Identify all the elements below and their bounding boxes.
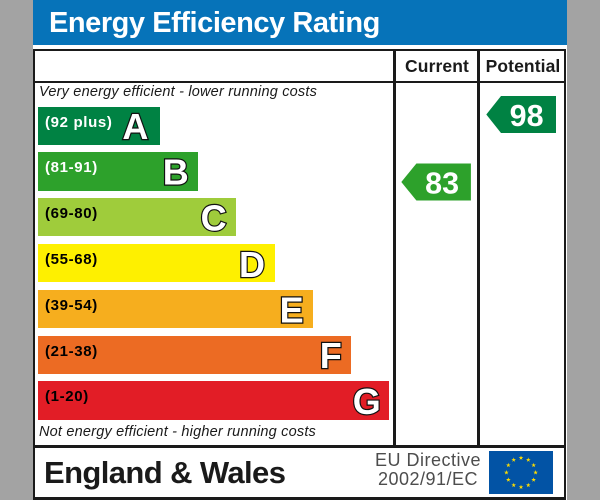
svg-text:B: B <box>163 151 189 192</box>
svg-text:F: F <box>320 335 342 376</box>
svg-text:A: A <box>122 106 148 147</box>
svg-text:E: E <box>280 290 304 331</box>
svg-text:D: D <box>239 244 265 285</box>
svg-text:98: 98 <box>510 99 544 133</box>
svg-text:83: 83 <box>425 167 459 201</box>
svg-text:C: C <box>201 197 227 238</box>
svg-text:G: G <box>353 381 381 422</box>
